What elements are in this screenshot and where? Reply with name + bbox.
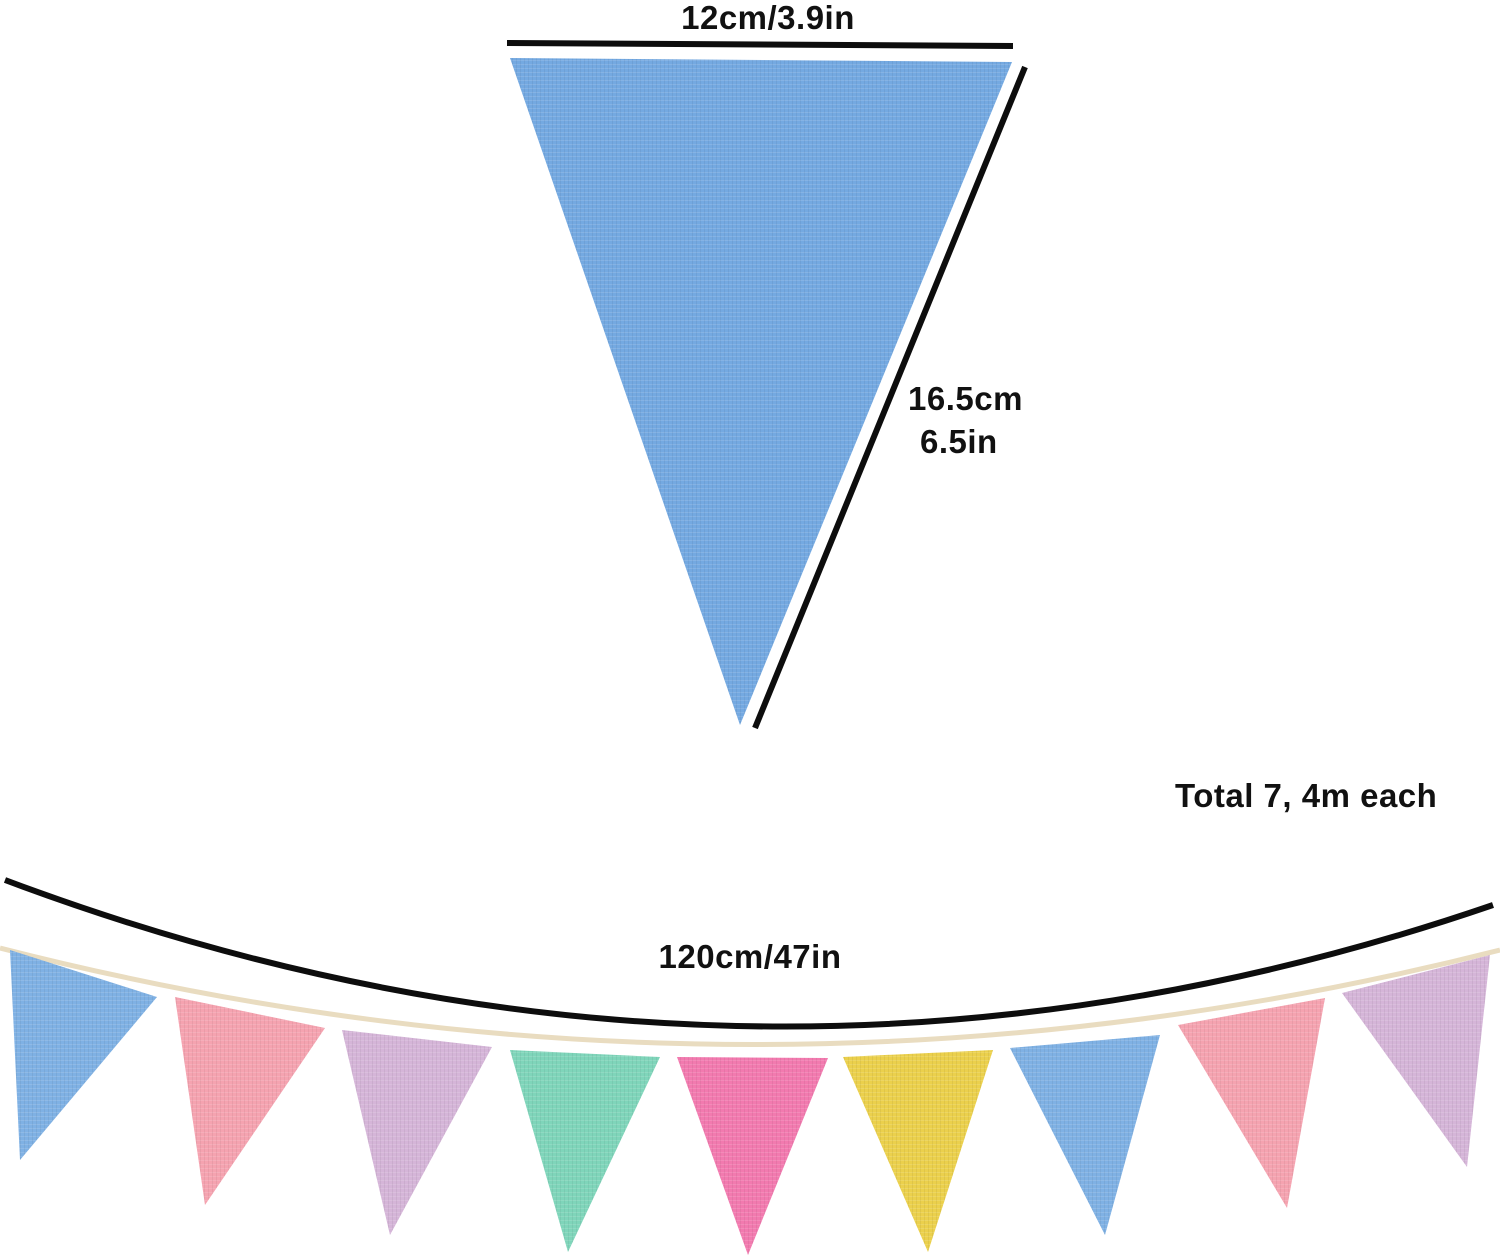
- bunting-string: [0, 945, 1500, 1047]
- width-dimension-line: [506, 40, 1014, 49]
- bunting-flag-texture: [677, 1057, 828, 1255]
- bunting-flags: [10, 950, 1490, 1255]
- bunting-flag-texture: [510, 1050, 660, 1252]
- bunting-flag-texture: [342, 1030, 492, 1235]
- height-label-cm: 16.5cm: [908, 380, 1023, 417]
- length-label: 120cm/47in: [659, 938, 842, 975]
- width-label: 12cm/3.9in: [681, 0, 855, 36]
- total-label: Total 7, 4m each: [1175, 777, 1437, 814]
- height-label-in: 6.5in: [920, 423, 998, 460]
- height-dimension-line: [752, 65, 1028, 730]
- bunting-flag-texture: [1010, 1035, 1160, 1235]
- bunting-flag-texture: [1342, 955, 1490, 1167]
- bunting-flag-texture: [175, 997, 325, 1205]
- bunting-flag-texture: [1178, 998, 1325, 1208]
- bunting-flag-texture: [843, 1050, 993, 1252]
- large-flag-texture: [510, 58, 1012, 725]
- bunting-flag-texture: [10, 950, 157, 1160]
- length-dimension-arc: [3, 877, 1494, 1030]
